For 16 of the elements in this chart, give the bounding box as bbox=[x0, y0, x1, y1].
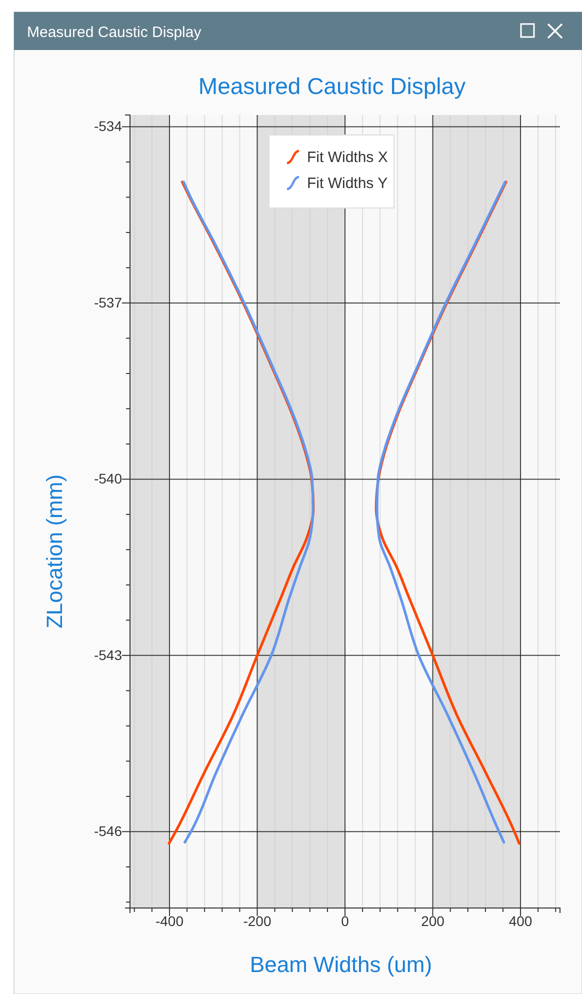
y-axis-title: ZLocation (mm) bbox=[42, 474, 67, 629]
y-tick-label: -537 bbox=[94, 294, 122, 310]
x-tick-label: 200 bbox=[421, 912, 445, 929]
x-tick-label: 0 bbox=[341, 912, 350, 929]
x-tick-label: -400 bbox=[155, 912, 184, 929]
legend-label: Fit Widths Y bbox=[307, 175, 388, 192]
x-axis-title: Beam Widths (um) bbox=[250, 952, 432, 977]
y-tick-label: -540 bbox=[94, 470, 122, 487]
x-tick-label: -200 bbox=[243, 912, 272, 929]
legend-label: Fit Widths X bbox=[307, 149, 388, 166]
y-tick-label: -546 bbox=[94, 823, 122, 840]
y-tick-label: -534 bbox=[94, 118, 122, 134]
text: Measured Caustic Display bbox=[27, 24, 202, 41]
y-tick-label: -543 bbox=[94, 646, 122, 663]
x-tick-label: 400 bbox=[508, 912, 532, 929]
chart-title: Measured Caustic Display bbox=[198, 73, 466, 99]
